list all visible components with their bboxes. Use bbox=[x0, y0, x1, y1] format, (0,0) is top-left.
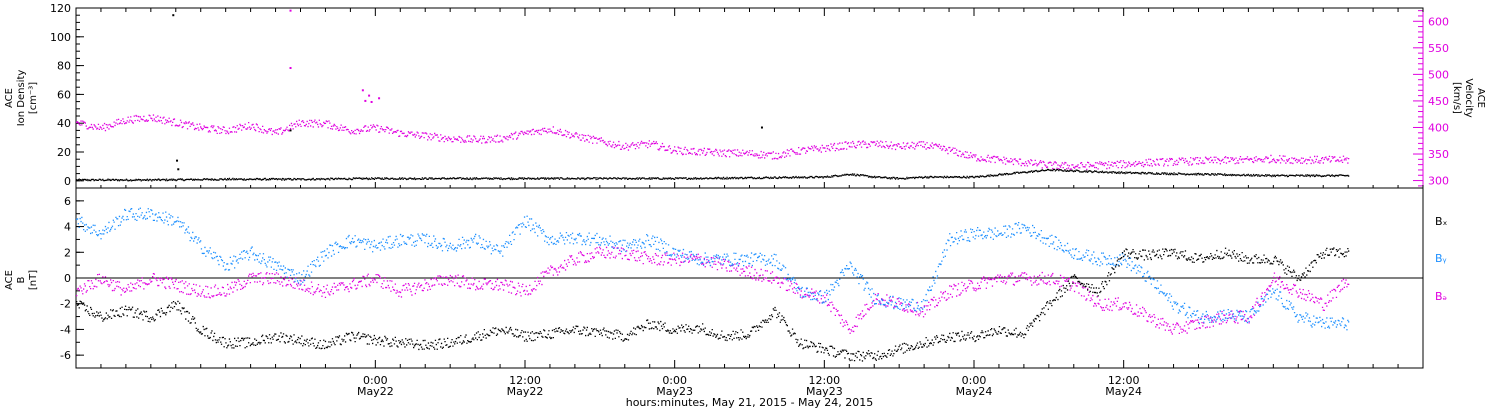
density-series-outlier bbox=[177, 168, 180, 171]
bz-series bbox=[76, 246, 1350, 335]
velocity-series bbox=[76, 9, 1350, 171]
top-left-tick-label: 40 bbox=[57, 117, 71, 130]
top-right-tick-label: 400 bbox=[1428, 121, 1449, 134]
x-tick-time-label: 0:00 bbox=[363, 374, 388, 387]
top-left-axis-label-line: [cm⁻³] bbox=[28, 82, 39, 114]
legend-entry: Bᵧ bbox=[1435, 252, 1447, 265]
legend-entry: Bₔ bbox=[1435, 290, 1447, 303]
velocity-series-outlier bbox=[364, 99, 367, 102]
x-tick-date-label: May24 bbox=[1105, 385, 1142, 398]
x-tick-time-label: 12:00 bbox=[509, 374, 541, 387]
bottom-left-tick-label: -6 bbox=[60, 349, 71, 362]
x-tick-date-label: May23 bbox=[806, 385, 843, 398]
x-tick-time-label: 12:00 bbox=[808, 374, 840, 387]
top-left-tick-label: 60 bbox=[57, 88, 71, 101]
x-axis-label: hours:minutes, May 21, 2015 - May 24, 20… bbox=[626, 396, 874, 409]
x-tick-date-label: May22 bbox=[357, 385, 394, 398]
x-tick-date-label: May24 bbox=[956, 385, 993, 398]
legend: Bₓ Bᵧ Bₔ bbox=[1435, 215, 1448, 303]
bottom-left-tick-label: 2 bbox=[64, 246, 71, 259]
density-series-points bbox=[76, 168, 1350, 182]
bottom-left-tick-label: 4 bbox=[64, 221, 71, 234]
top-panel: 020406080100120300350400450500550600ACEI… bbox=[4, 2, 1486, 189]
bottom-panel: -6 -4 -2 0 2 4 6 ACEB[nT] bbox=[4, 187, 1424, 369]
by-series-points bbox=[76, 207, 1350, 331]
velocity-series-outlier bbox=[289, 67, 292, 69]
velocity-series-outlier bbox=[378, 97, 381, 100]
top-right-tick-label: 350 bbox=[1428, 148, 1449, 161]
bottom-left-tick-label: -4 bbox=[60, 323, 71, 336]
bx-series-points bbox=[76, 247, 1350, 362]
by-series bbox=[76, 207, 1350, 331]
x-tick-time-label: 0:00 bbox=[962, 374, 987, 387]
bz-series-points bbox=[76, 246, 1350, 335]
top-right-tick-label: 550 bbox=[1428, 42, 1449, 55]
top-left-axis-label: ACEIon Density[cm⁻³] bbox=[4, 70, 39, 127]
x-tick-time-label: 12:00 bbox=[1108, 374, 1140, 387]
top-right-tick-label: 500 bbox=[1428, 68, 1449, 81]
top-left-tick-label: 80 bbox=[57, 60, 71, 73]
top-left-tick-label: 100 bbox=[50, 31, 71, 44]
top-left-tick-label: 20 bbox=[57, 146, 71, 159]
velocity-series-points bbox=[76, 114, 1350, 171]
bottom-axis-label: ACEB[nT] bbox=[4, 270, 39, 290]
bx-series bbox=[76, 247, 1350, 362]
x-tick-date-label: May23 bbox=[656, 385, 693, 398]
top-right-tick-label: 450 bbox=[1428, 95, 1449, 108]
bottom-axis-label-line: B bbox=[16, 276, 27, 283]
x-tick-date-label: May22 bbox=[507, 385, 544, 398]
x-axis: 0:00May2212:00May220:00May2312:00May230:… bbox=[75, 8, 1424, 409]
density-series-outlier bbox=[289, 129, 292, 132]
density-series bbox=[76, 14, 1350, 182]
bottom-axis-label-line: [nT] bbox=[28, 270, 39, 290]
bottom-left-tick-label: 0 bbox=[64, 272, 71, 285]
top-left-axis-label-line: ACE bbox=[4, 88, 15, 108]
velocity-series-outlier bbox=[361, 89, 364, 92]
density-series-outlier bbox=[172, 14, 175, 17]
velocity-series-outlier bbox=[289, 9, 292, 12]
top-left-tick-label: 0 bbox=[64, 175, 71, 188]
velocity-series-outlier bbox=[370, 100, 373, 103]
top-right-tick-label: 300 bbox=[1428, 175, 1449, 188]
bottom-axis-label-line: ACE bbox=[4, 270, 15, 290]
density-series-outlier bbox=[760, 126, 763, 129]
bottom-left-tick-label: -2 bbox=[60, 298, 71, 311]
top-left-tick-label: 120 bbox=[50, 2, 71, 15]
top-left-axis-label-line: Ion Density bbox=[16, 70, 27, 127]
density-series-outlier bbox=[176, 159, 179, 162]
bottom-left-tick-label: 6 bbox=[64, 195, 71, 208]
velocity-series-outlier bbox=[368, 94, 371, 97]
top-right-axis-label: ACEVelocity[km/s] bbox=[1451, 78, 1486, 117]
top-right-tick-label: 600 bbox=[1428, 15, 1449, 28]
legend-entry: Bₓ bbox=[1435, 215, 1448, 228]
top-right-axis-label-line: Velocity bbox=[1463, 78, 1474, 117]
top-right-axis-label-line: [km/s] bbox=[1451, 82, 1462, 114]
top-right-axis-label-line: ACE bbox=[1475, 88, 1486, 108]
x-tick-time-label: 0:00 bbox=[662, 374, 687, 387]
